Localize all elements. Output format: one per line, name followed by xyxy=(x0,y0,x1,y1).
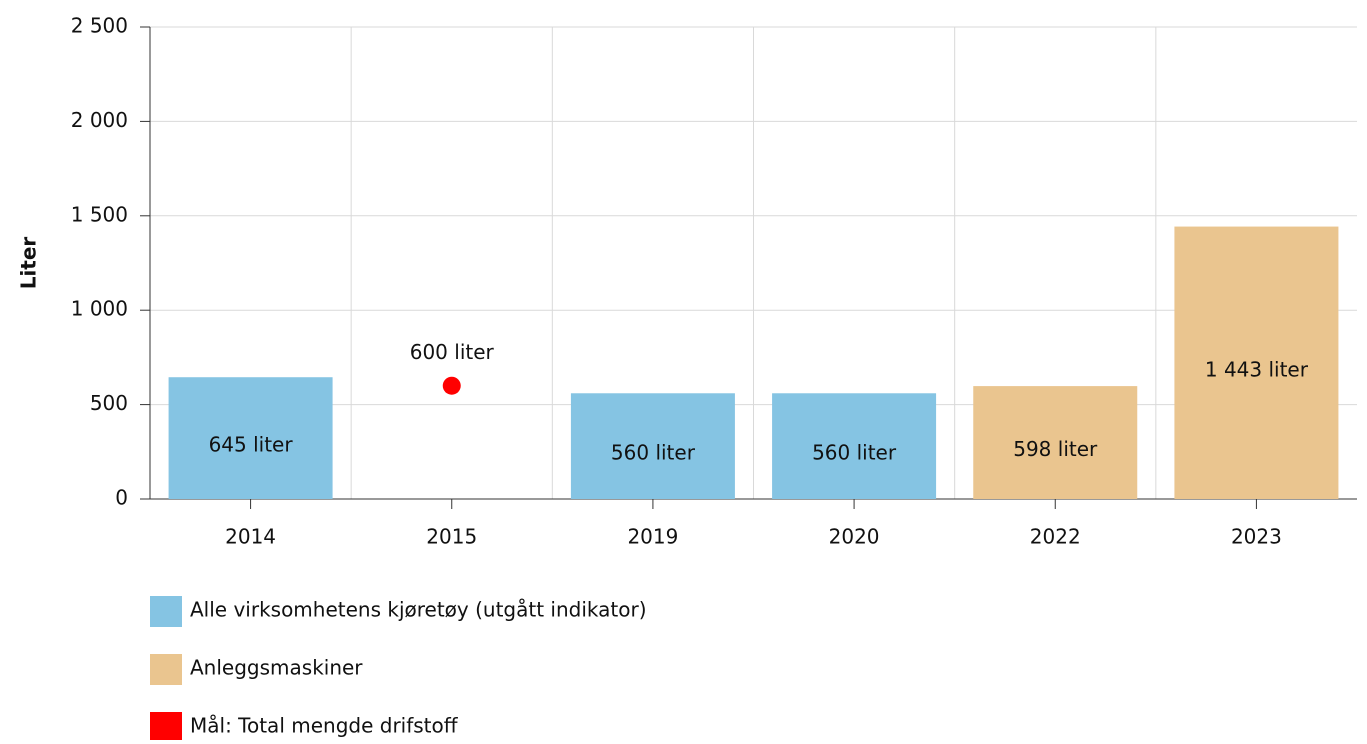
y-tick-label: 1 000 xyxy=(71,297,128,321)
data-label: 560 liter xyxy=(812,441,897,465)
data-label: 600 liter xyxy=(410,340,495,364)
y-tick-label: 2 000 xyxy=(71,108,128,132)
legend-label: Mål: Total mengde drifstoff xyxy=(190,714,459,738)
y-axis-label: Liter xyxy=(17,237,41,290)
data-label: 645 liter xyxy=(209,433,294,457)
bar xyxy=(973,386,1138,499)
data-label: 1 443 liter xyxy=(1205,357,1309,381)
data-label: 560 liter xyxy=(611,441,696,465)
x-tick-label: 2020 xyxy=(829,525,880,549)
legend-label: Anleggsmaskiner xyxy=(190,656,363,680)
legend-swatch xyxy=(150,712,182,743)
y-tick-label: 0 xyxy=(115,486,128,510)
bar xyxy=(1174,226,1339,500)
goal-point xyxy=(442,376,461,395)
y-tick-label: 2 500 xyxy=(71,14,128,38)
x-tick-label: 2023 xyxy=(1231,525,1282,549)
x-tick-label: 2019 xyxy=(627,525,678,549)
legend-swatch xyxy=(150,596,182,627)
x-tick-label: 2015 xyxy=(426,525,477,549)
legend-swatch xyxy=(150,654,182,685)
x-tick-label: 2014 xyxy=(225,525,276,549)
y-tick-label: 1 500 xyxy=(71,202,128,226)
bar xyxy=(772,393,937,499)
legend-label: Alle virksomhetens kjøretøy (utgått indi… xyxy=(190,598,647,622)
y-tick-label: 500 xyxy=(90,391,128,415)
x-tick-label: 2022 xyxy=(1030,525,1081,549)
bar xyxy=(570,393,735,499)
bar xyxy=(168,377,333,499)
data-label: 598 liter xyxy=(1013,437,1098,461)
